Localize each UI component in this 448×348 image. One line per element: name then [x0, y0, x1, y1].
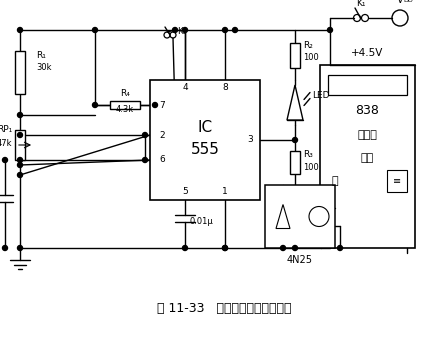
- Bar: [320, 65, 415, 248]
- Text: ≡: ≡: [393, 176, 401, 186]
- Circle shape: [92, 103, 98, 108]
- Text: IC: IC: [198, 120, 212, 135]
- Text: +4.5V: +4.5V: [351, 48, 383, 58]
- Bar: [150, 80, 260, 200]
- Circle shape: [327, 27, 332, 32]
- Circle shape: [293, 245, 297, 251]
- Bar: [290, 151, 300, 174]
- Text: 8: 8: [222, 84, 228, 93]
- Text: 5: 5: [182, 188, 188, 197]
- Text: 4.3k: 4.3k: [116, 105, 134, 114]
- Text: R₂: R₂: [303, 40, 313, 49]
- Circle shape: [280, 245, 285, 251]
- Bar: [110, 101, 140, 109]
- Polygon shape: [287, 85, 303, 120]
- Circle shape: [182, 245, 188, 251]
- Circle shape: [3, 158, 8, 163]
- Circle shape: [142, 158, 147, 163]
- Text: 计算器: 计算器: [358, 130, 377, 140]
- Text: 47k: 47k: [0, 139, 12, 148]
- Circle shape: [182, 27, 188, 32]
- Text: DD: DD: [403, 0, 413, 2]
- Circle shape: [337, 245, 343, 251]
- Circle shape: [152, 103, 158, 108]
- Text: 7: 7: [159, 101, 165, 110]
- Bar: [328, 75, 407, 95]
- Text: 键: 键: [332, 176, 338, 186]
- Text: R₃: R₃: [303, 150, 313, 159]
- Text: 0.01μ: 0.01μ: [189, 218, 213, 227]
- Text: 100: 100: [303, 54, 319, 63]
- Text: R₄: R₄: [120, 88, 130, 97]
- Circle shape: [223, 27, 228, 32]
- Circle shape: [3, 245, 8, 251]
- Circle shape: [223, 245, 228, 251]
- Text: K₂: K₂: [177, 27, 186, 37]
- Bar: [387, 170, 407, 192]
- Circle shape: [142, 133, 147, 137]
- Bar: [265, 185, 335, 248]
- Circle shape: [293, 137, 297, 142]
- Text: K₁: K₁: [356, 0, 366, 8]
- Text: RP₁: RP₁: [0, 126, 12, 134]
- Circle shape: [17, 245, 22, 251]
- Bar: [15, 51, 25, 94]
- Text: V: V: [396, 0, 403, 5]
- Text: 100: 100: [303, 163, 319, 172]
- Text: 3: 3: [247, 135, 253, 144]
- Circle shape: [223, 245, 228, 251]
- Circle shape: [17, 163, 22, 167]
- Text: 838: 838: [356, 103, 379, 117]
- Circle shape: [17, 112, 22, 118]
- Text: 等号: 等号: [361, 153, 374, 163]
- Text: 4: 4: [182, 84, 188, 93]
- Circle shape: [17, 173, 22, 177]
- Text: 图 11-33   竞赛用数字计时器电路: 图 11-33 竞赛用数字计时器电路: [157, 301, 291, 315]
- Text: 1: 1: [222, 188, 228, 197]
- Circle shape: [17, 133, 22, 137]
- Circle shape: [92, 27, 98, 32]
- Circle shape: [17, 27, 22, 32]
- Circle shape: [233, 27, 237, 32]
- Text: 30k: 30k: [36, 63, 52, 72]
- Text: LED: LED: [312, 91, 329, 100]
- Text: 4N25: 4N25: [287, 255, 313, 265]
- Text: 555: 555: [190, 142, 220, 158]
- Bar: [290, 42, 300, 68]
- Circle shape: [172, 27, 177, 32]
- Text: 2: 2: [159, 130, 165, 140]
- Circle shape: [17, 158, 22, 163]
- Polygon shape: [276, 205, 290, 229]
- Text: 6: 6: [159, 156, 165, 165]
- Text: R₁: R₁: [36, 50, 46, 60]
- Bar: [15, 130, 25, 160]
